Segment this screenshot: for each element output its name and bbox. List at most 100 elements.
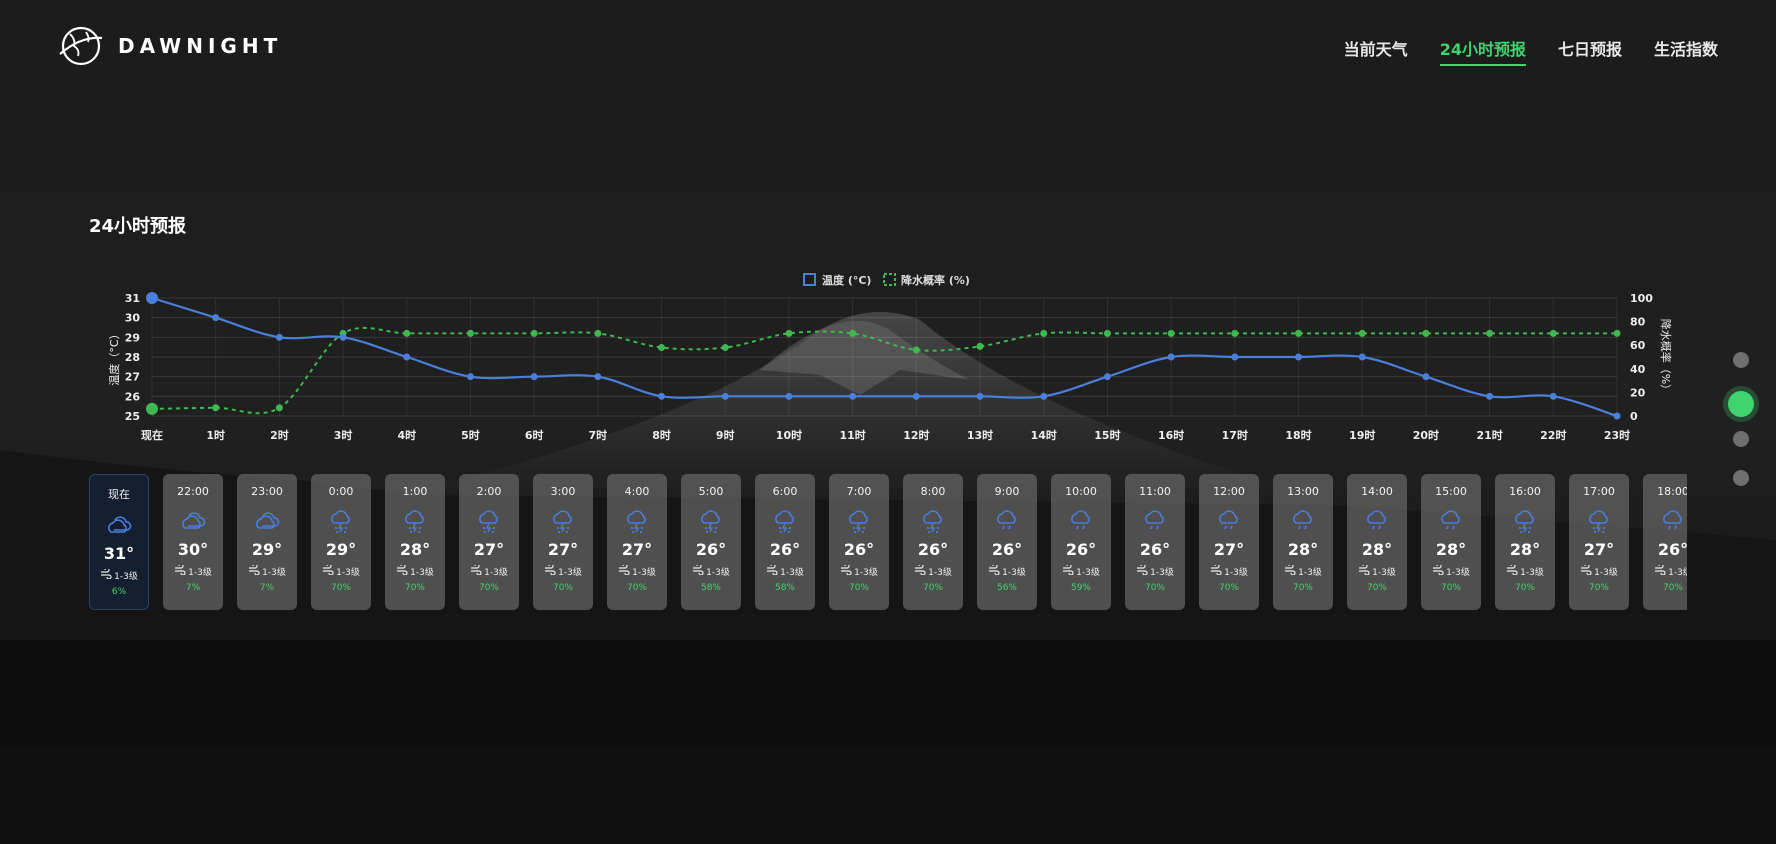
rain-icon — [1215, 506, 1243, 534]
card-wind-level: 1-3级 — [1372, 568, 1396, 578]
hourly-card[interactable]: 8:00 26° 1-3级 70% — [903, 474, 963, 610]
card-temp: 28° — [1361, 540, 1393, 559]
hourly-card[interactable]: 15:00 28° 1-3级 70% — [1421, 474, 1481, 610]
page-dot[interactable] — [1733, 470, 1749, 486]
hourly-card[interactable]: 13:00 28° 1-3级 70% — [1273, 474, 1333, 610]
y2-tick-label: 0 — [1630, 410, 1638, 423]
card-temp: 29° — [325, 540, 357, 559]
y-tick-label: 31 — [125, 292, 140, 305]
card-wind-level: 1-3级 — [1224, 568, 1248, 578]
brand-logo[interactable]: DAWNIGHT — [56, 24, 282, 68]
rain-point — [1613, 329, 1621, 337]
hourly-card[interactable]: 3:00 27° 1-3级 70% — [533, 474, 593, 610]
page-dot[interactable] — [1728, 391, 1754, 417]
card-wind-level: 1-3级 — [1594, 568, 1618, 578]
hourly-card[interactable]: 22:00 30° 1-3级 7% — [163, 474, 223, 610]
rain-point — [1358, 329, 1366, 337]
y2-axis-label: 降水概率（%） — [1659, 319, 1673, 395]
wind-icon — [470, 563, 482, 578]
card-rain: 6% — [111, 587, 127, 597]
rain-icon — [1659, 506, 1687, 534]
card-temp: 26° — [1139, 540, 1171, 559]
temp-point — [721, 392, 729, 400]
hourly-card[interactable]: 9:00 26° 1-3级 56% — [977, 474, 1037, 610]
card-rain: 70% — [404, 583, 425, 593]
x-tick-label: 15时 — [1094, 428, 1120, 442]
card-time: 10:00 — [1065, 485, 1097, 498]
card-time: 13:00 — [1287, 485, 1319, 498]
nav-7day-forecast[interactable]: 七日预报 — [1557, 40, 1622, 59]
card-rain: 70% — [848, 583, 869, 593]
wind-icon — [174, 563, 186, 578]
cloudy-icon — [105, 510, 133, 538]
wind-icon — [840, 563, 852, 578]
wind-icon — [766, 563, 778, 578]
rain-point — [275, 404, 283, 412]
x-tick-label: 23时 — [1604, 428, 1630, 442]
rain-point — [1549, 329, 1557, 337]
cloudy-icon — [179, 506, 207, 534]
wind-icon — [914, 563, 926, 578]
wind-icon — [1654, 563, 1666, 578]
temp-point — [1167, 353, 1175, 361]
card-wind: 1-3级 — [829, 563, 889, 578]
hourly-card[interactable]: 1:00 28° 1-3级 70% — [385, 474, 445, 610]
page-dot[interactable] — [1733, 352, 1749, 368]
card-temp: 29° — [251, 540, 283, 559]
hourly-card[interactable]: 现在 31° 1-3级 6% — [89, 474, 149, 610]
card-wind: 1-3级 — [681, 563, 741, 578]
thunder-rain-icon — [401, 506, 429, 534]
hourly-card[interactable]: 16:00 28° 1-3级 70% — [1495, 474, 1555, 610]
hourly-card[interactable]: 12:00 27° 1-3级 70% — [1199, 474, 1259, 610]
rain-point — [1422, 329, 1430, 337]
card-wind-level: 1-3级 — [632, 568, 656, 578]
card-rain: 70% — [1514, 583, 1535, 593]
nav-24h-forecast[interactable]: 24小时预报 — [1439, 36, 1526, 66]
card-wind: 1-3级 — [1569, 563, 1629, 578]
hourly-card[interactable]: 7:00 26° 1-3级 70% — [829, 474, 889, 610]
page-dot[interactable] — [1733, 431, 1749, 447]
temp-point — [976, 392, 984, 400]
temp-point — [1422, 373, 1430, 381]
card-time: 22:00 — [177, 485, 209, 498]
hourly-card[interactable]: 23:00 29° 1-3级 7% — [237, 474, 297, 610]
temp-point — [1040, 392, 1048, 400]
temp-point — [1549, 392, 1557, 400]
hourly-card[interactable]: 10:00 26° 1-3级 59% — [1051, 474, 1111, 610]
hourly-card-strip[interactable]: 现在 31° 1-3级 6% 22:00 30° 1-3级 7% 23:00 29° 1-3级 7% 0… — [89, 474, 1687, 614]
thunder-rain-icon — [475, 506, 503, 534]
hourly-card[interactable]: 6:00 26° 1-3级 58% — [755, 474, 815, 610]
card-time: 4:00 — [624, 485, 650, 498]
hourly-card[interactable]: 0:00 29° 1-3级 70% — [311, 474, 371, 610]
nav-current-weather[interactable]: 当前天气 — [1343, 40, 1408, 59]
card-time: 18:00 — [1657, 485, 1687, 498]
legend-temp-label: 温度 (°C) — [822, 273, 871, 287]
hourly-card[interactable]: 18:00 26° 1-3级 70% — [1643, 474, 1687, 610]
wind-icon — [1062, 563, 1074, 578]
x-tick-label: 3时 — [334, 428, 353, 442]
hourly-card[interactable]: 14:00 28° 1-3级 70% — [1347, 474, 1407, 610]
hourly-card[interactable]: 5:00 26° 1-3级 58% — [681, 474, 741, 610]
card-wind: 1-3级 — [607, 563, 667, 578]
hourly-card[interactable]: 4:00 27° 1-3级 70% — [607, 474, 667, 610]
nav-life-index[interactable]: 生活指数 — [1653, 40, 1718, 59]
hourly-card[interactable]: 11:00 26° 1-3级 70% — [1125, 474, 1185, 610]
card-rain: 7% — [259, 583, 275, 593]
card-wind: 1-3级 — [1199, 563, 1259, 578]
card-time: 5:00 — [698, 485, 724, 498]
y-axis-label: 温度（°C） — [107, 328, 121, 385]
x-tick-label: 13时 — [967, 428, 993, 442]
card-time: 6:00 — [772, 485, 798, 498]
hourly-card[interactable]: 2:00 27° 1-3级 70% — [459, 474, 519, 610]
card-wind-level: 1-3级 — [558, 568, 582, 578]
x-tick-label: 8时 — [652, 428, 671, 442]
card-wind: 1-3级 — [1421, 563, 1481, 578]
y2-tick-label: 80 — [1630, 316, 1646, 329]
hourly-card[interactable]: 17:00 27° 1-3级 70% — [1569, 474, 1629, 610]
rain-icon — [993, 506, 1021, 534]
card-wind: 1-3级 — [1051, 563, 1111, 578]
wind-icon — [544, 563, 556, 578]
rain-point — [1040, 329, 1048, 337]
wind-icon — [618, 563, 630, 578]
rain-icon — [1141, 506, 1169, 534]
